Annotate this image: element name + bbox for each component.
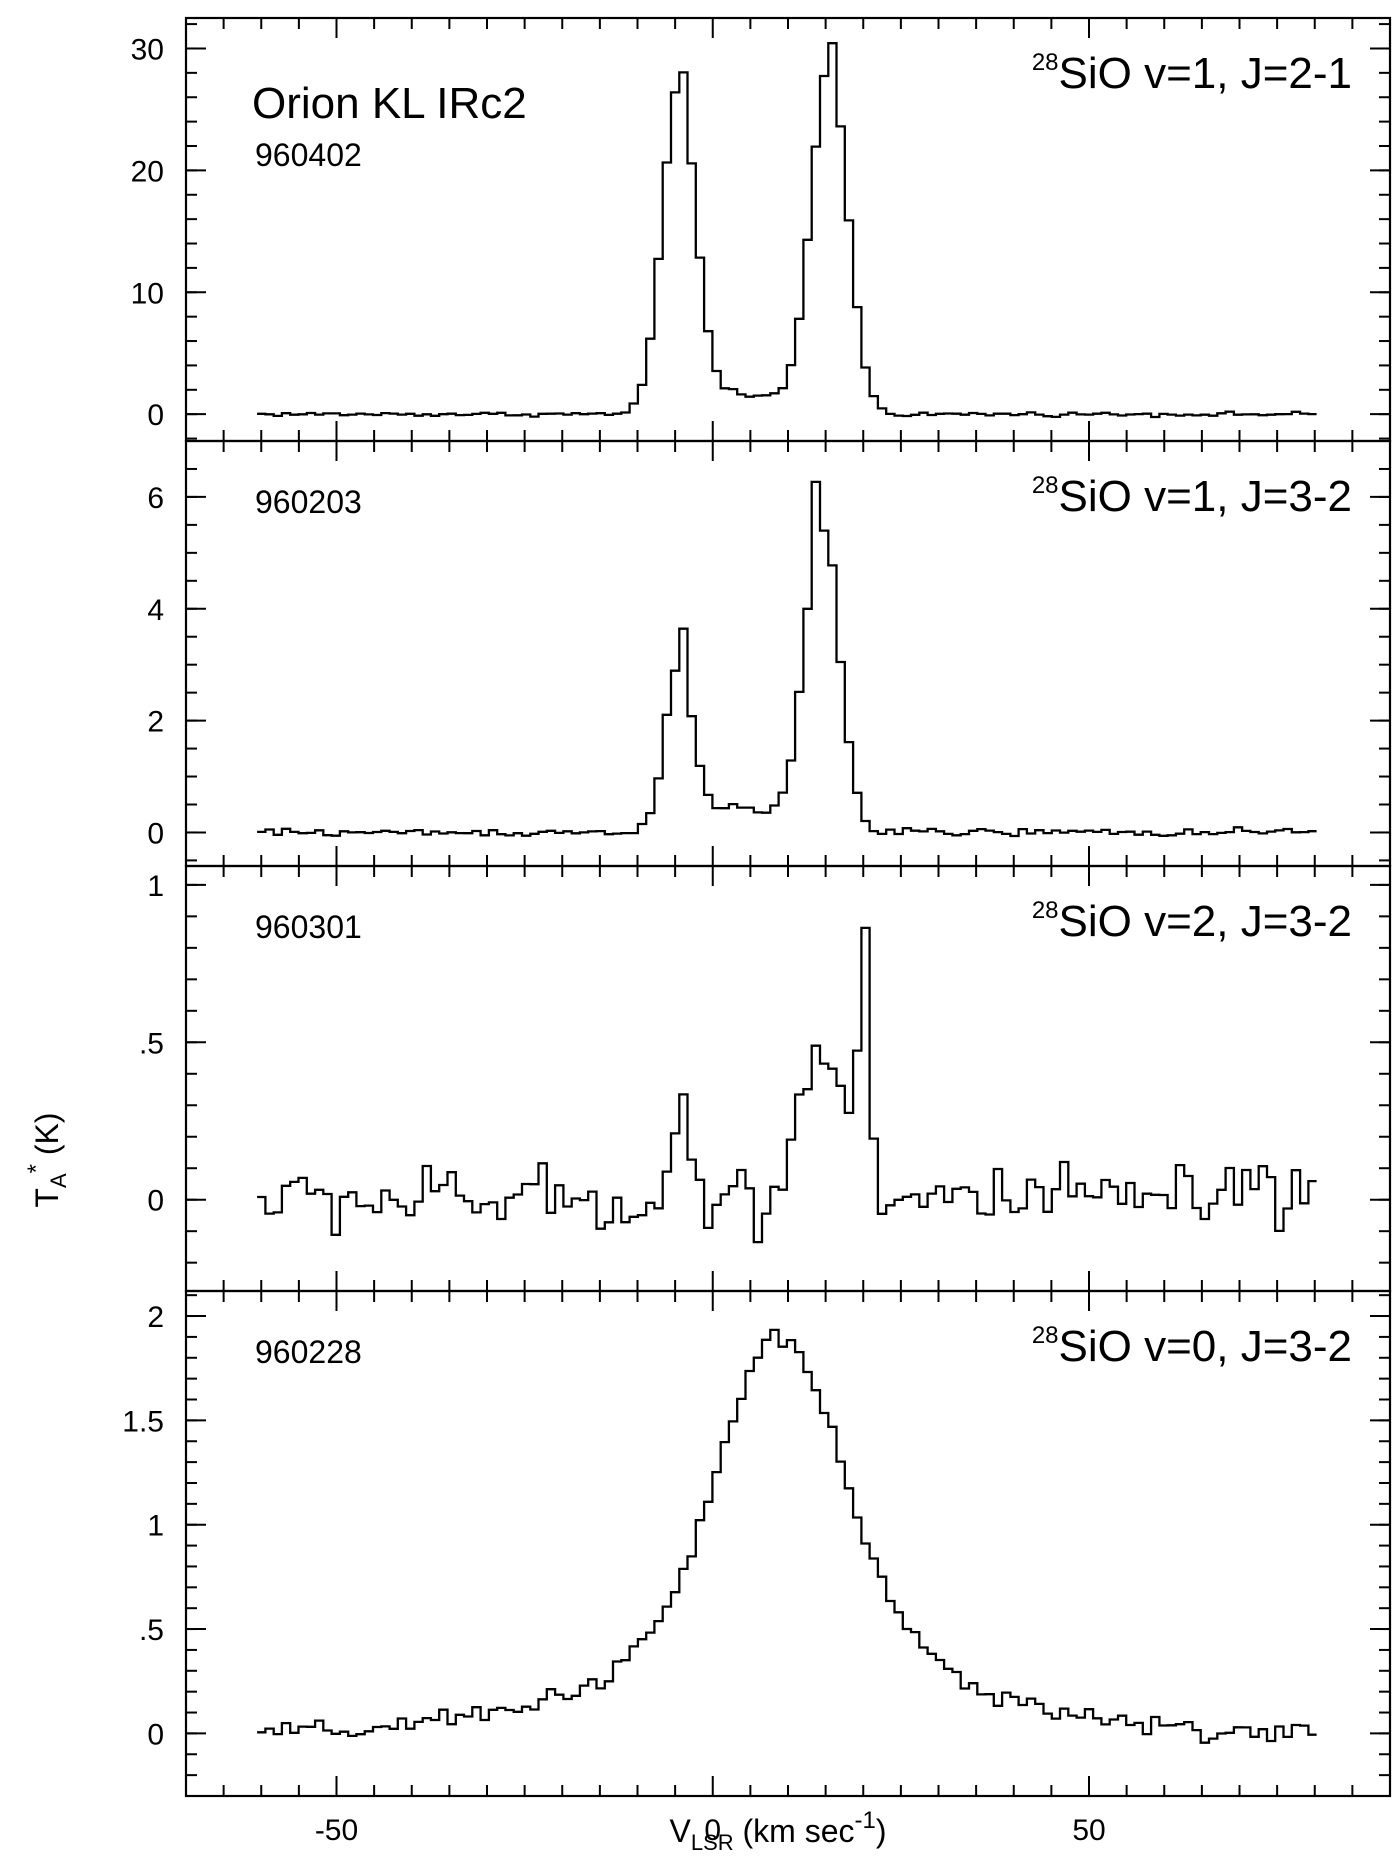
observation-id: 960228 [255,1334,362,1370]
y-tick-label: 1.5 [122,1405,164,1438]
y-tick-label: 4 [147,594,164,627]
x-axis-title: VLSR (km sec-1) [669,1807,886,1855]
spectrum-line [257,1328,1317,1744]
panel-4: 0 .5 1 1.5 2 28SiO v=0, J=3-2 960228 -50 0 50 [122,1289,1392,1847]
y-tick-label: 0 [147,399,164,432]
y-tick-label: 30 [131,33,164,66]
source-label: Orion KL IRc2 [252,79,527,128]
transition-label: 28SiO v=0, J=3-2 [1032,1322,1352,1371]
x-tick-label: -50 [315,1814,358,1847]
y-tick-label: 2 [147,1301,164,1334]
y-axis-title: TA* (K) [23,1112,71,1207]
transition-label: 28SiO v=1, J=3-2 [1032,472,1352,521]
y-tick-label: .5 [139,1027,164,1060]
observation-id: 960402 [255,137,362,173]
y-tick-label: 0 [147,1185,164,1218]
y-tick-label: 0 [147,1718,164,1751]
y-tick-label: 6 [147,482,164,515]
observation-id: 960301 [255,909,362,945]
y-tick-label: 0 [147,817,164,850]
observation-id: 960203 [255,484,362,520]
panel-2: 0 2 4 6 28SiO v=1, J=3-2 960203 [147,439,1392,868]
y-tick-label: 20 [131,155,164,188]
y-tick-label: .5 [139,1614,164,1647]
panel-3: 0 .5 1 28SiO v=2, J=3-2 960301 [139,864,1392,1293]
y-tick-label: 10 [131,277,164,310]
y-tick-label: 1 [147,1510,164,1543]
transition-label: 28SiO v=2, J=3-2 [1032,897,1352,946]
x-tick-label: 0 [704,1814,721,1847]
spectrum-line [257,42,1317,419]
spectrum-line [257,480,1317,838]
y-tick-label: 1 [147,870,164,903]
x-tick-label: 50 [1072,1814,1105,1847]
spectrum-line [257,926,1317,1244]
transition-label: 28SiO v=1, J=2-1 [1032,49,1352,98]
y-tick-label: 2 [147,706,164,739]
panel-1: 0 10 20 30 28SiO v=1, J=2-1 Orion KL IRc2 9604… [131,16,1392,443]
